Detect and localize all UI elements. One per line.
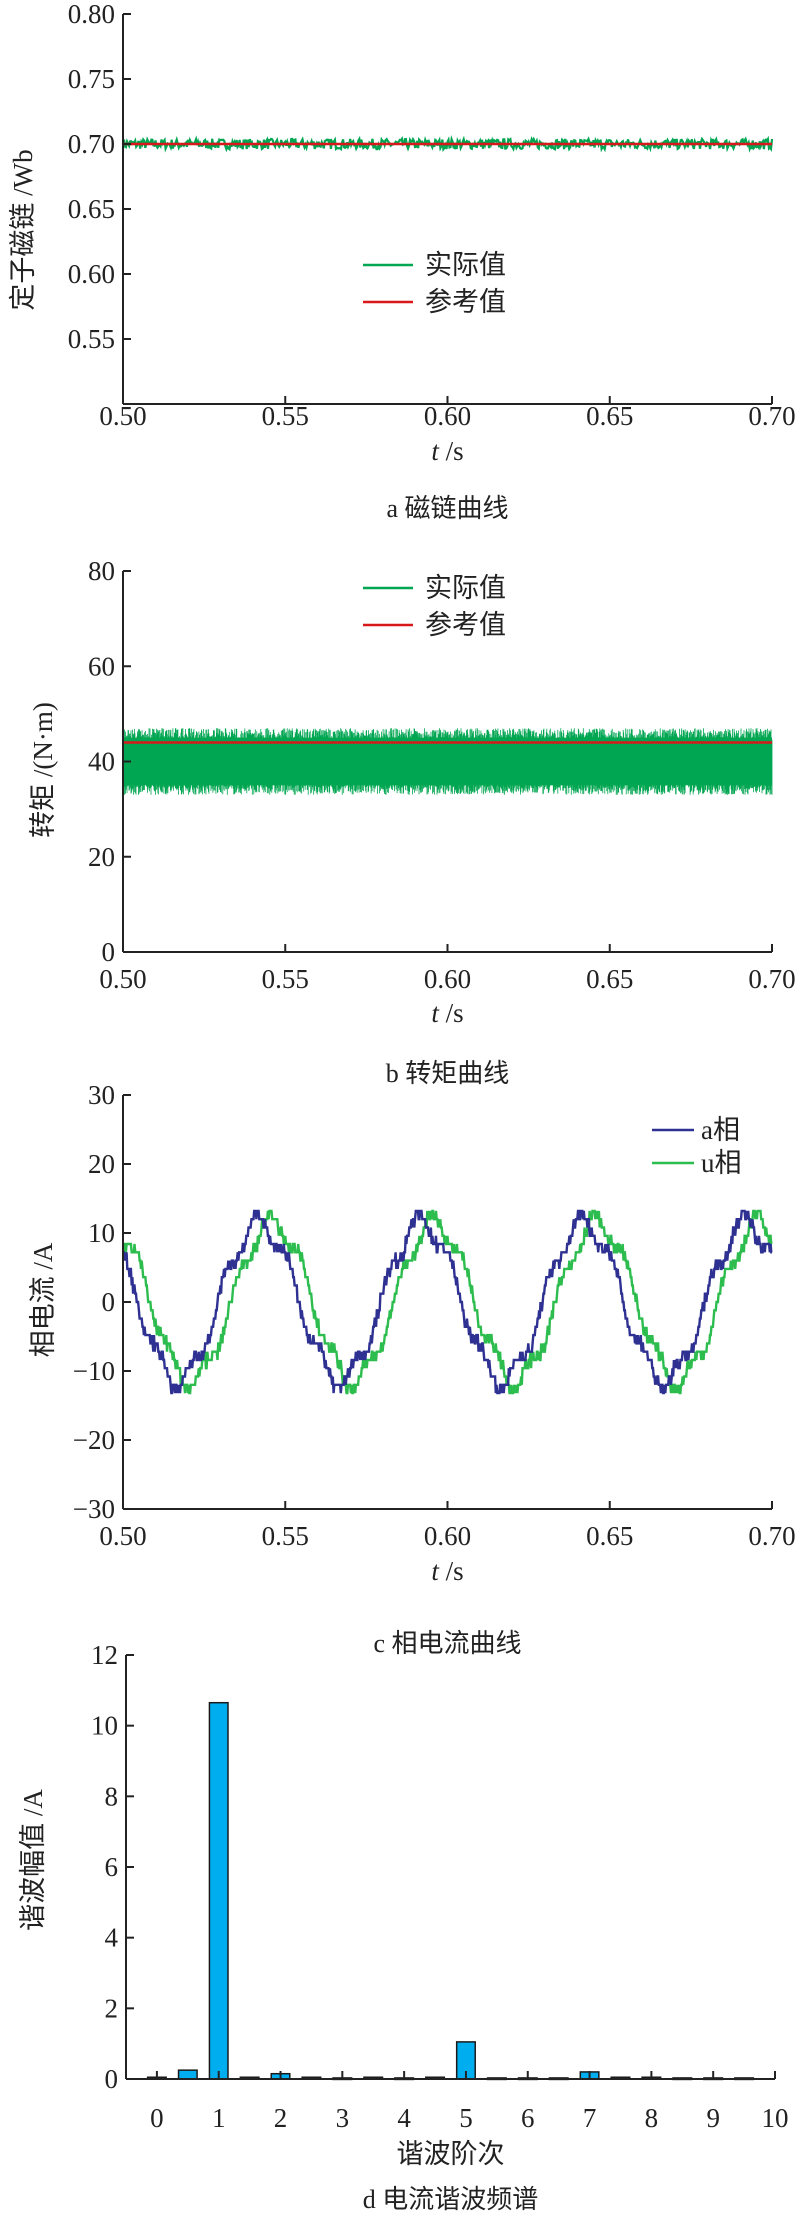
y-tick-label: 0.80 (68, 0, 115, 29)
x-axis-label: t /s (431, 436, 463, 466)
x-tick-label: 4 (397, 2103, 411, 2133)
x-tick-label: 7 (583, 2103, 597, 2133)
y-tick-label: 8 (105, 1781, 119, 1811)
x-axis-label-var: t (431, 998, 440, 1028)
x-axis-label-unit: /s (439, 436, 464, 466)
y-tick-label: 0.75 (68, 64, 115, 94)
y-tick-label: 12 (91, 1640, 118, 1670)
x-tick-label: 0.55 (262, 401, 309, 431)
plot-area (146, 1701, 755, 2081)
x-tick-label: 9 (706, 2103, 720, 2133)
y-tick-label: 0.55 (68, 324, 115, 354)
series-line-actual (122, 728, 773, 795)
y-axis-label: 相电流 /A (28, 1242, 58, 1357)
legend-label: u相 (701, 1148, 742, 1178)
y-tick-label: −20 (73, 1425, 115, 1455)
legend-label: a相 (701, 1115, 740, 1145)
y-tick-label: 0.65 (68, 194, 115, 224)
legend-label: 参考值 (425, 610, 506, 640)
x-tick-label: 2 (274, 2103, 288, 2133)
y-axis-label: 转矩 /(N·m) (28, 702, 58, 838)
y-tick-label: 4 (105, 1923, 119, 1953)
series-line-a-phase (122, 1209, 773, 1395)
x-tick-label: 0.60 (424, 964, 471, 994)
y-axis-label: 定子磁链 /Wb (8, 149, 38, 310)
x-tick-label: 10 (762, 2103, 789, 2133)
plot-area (121, 134, 774, 153)
y-tick-label: 40 (88, 747, 115, 777)
x-tick-label: 0.50 (99, 964, 146, 994)
x-tick-label: 0.60 (424, 1521, 471, 1551)
legend-label: 参考值 (425, 287, 506, 317)
y-tick-label: 20 (88, 842, 115, 872)
x-tick-label: 0.70 (748, 1521, 795, 1551)
y-tick-label: 6 (105, 1852, 119, 1882)
x-tick-label: 1 (212, 2103, 226, 2133)
chart-c: −30 −20 −10 0 10 20 30 0.50 0.55 0.60 0.65 0.70 t /s… (28, 1080, 796, 1658)
bar (208, 1701, 229, 2080)
y-tick-label: 0 (105, 2064, 119, 2094)
figure-caption: c 相电流曲线 (373, 1629, 521, 1658)
x-tick-label: 0.55 (262, 1521, 309, 1551)
figure-caption: d 电流谐波频谱 (363, 2185, 539, 2214)
y-tick-label: 30 (88, 1080, 115, 1110)
x-axis-label: t /s (431, 998, 463, 1028)
y-tick-label: 0.70 (68, 129, 115, 159)
x-tick-label: 0.70 (748, 401, 795, 431)
y-tick-label: 0.60 (68, 259, 115, 289)
x-tick-label: 8 (645, 2103, 659, 2133)
x-tick-label: 0.65 (586, 1521, 633, 1551)
x-axis-label-var: t (431, 436, 440, 466)
x-tick-label: 0.60 (424, 401, 471, 431)
x-tick-label: 0.65 (586, 964, 633, 994)
y-tick-label: 0 (102, 1287, 116, 1317)
plot-area (122, 1209, 773, 1395)
x-tick-label: 0.55 (262, 964, 309, 994)
figure-caption: b 转矩曲线 (386, 1059, 510, 1088)
x-tick-label: 3 (336, 2103, 350, 2133)
x-axis-label: t /s (431, 1556, 463, 1586)
y-tick-label: −30 (73, 1494, 115, 1524)
series-line-u-phase (123, 1209, 773, 1395)
figure-caption: a 磁链曲线 (386, 494, 508, 523)
x-tick-label: 6 (521, 2103, 535, 2133)
legend-label: 实际值 (425, 250, 506, 280)
y-tick-label: 10 (91, 1711, 118, 1741)
x-tick-label: 5 (459, 2103, 473, 2133)
x-tick-label: 0.65 (586, 401, 633, 431)
x-axis-label-var: t (431, 1556, 440, 1586)
x-axis-label-unit: /s (439, 998, 464, 1028)
y-tick-label: 20 (88, 1149, 115, 1179)
y-tick-label: 0 (102, 937, 116, 967)
legend-label: 实际值 (425, 573, 506, 603)
y-tick-label: 60 (88, 651, 115, 681)
x-tick-label: 0.50 (99, 401, 146, 431)
y-tick-label: 80 (88, 556, 115, 586)
bar (177, 2069, 198, 2080)
y-axis-label: 谐波幅值 /A (18, 1789, 48, 1931)
plot-area (122, 728, 773, 795)
x-axis-label: 谐波阶次 (397, 2139, 505, 2169)
series-line-actual (121, 134, 774, 153)
x-tick-label: 0.50 (99, 1521, 146, 1551)
y-tick-label: 10 (88, 1218, 115, 1248)
x-axis-label-unit: /s (439, 1556, 464, 1586)
x-tick-label: 0 (150, 2103, 164, 2133)
chart-a: 0.55 0.60 0.65 0.70 0.75 0.80 0.50 0.55 0.60 0.65… (8, 0, 796, 523)
y-tick-label: 2 (105, 1993, 119, 2023)
chart-b: 0 20 40 60 80 0.50 0.55 0.60 0.65 0.70 t /s 转矩 /(N·… (28, 556, 796, 1088)
y-tick-label: −10 (73, 1356, 115, 1386)
x-tick-label: 0.70 (748, 964, 795, 994)
